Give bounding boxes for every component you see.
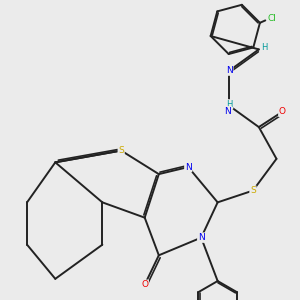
- Text: N: N: [185, 163, 192, 172]
- Text: Cl: Cl: [268, 14, 276, 23]
- Text: S: S: [250, 186, 256, 195]
- Text: H: H: [226, 100, 232, 109]
- Text: N: N: [226, 66, 233, 75]
- Text: O: O: [141, 280, 148, 289]
- Text: O: O: [279, 107, 286, 116]
- Text: N: N: [224, 107, 231, 116]
- Text: N: N: [198, 233, 205, 242]
- Text: S: S: [118, 146, 124, 155]
- Text: H: H: [261, 44, 267, 52]
